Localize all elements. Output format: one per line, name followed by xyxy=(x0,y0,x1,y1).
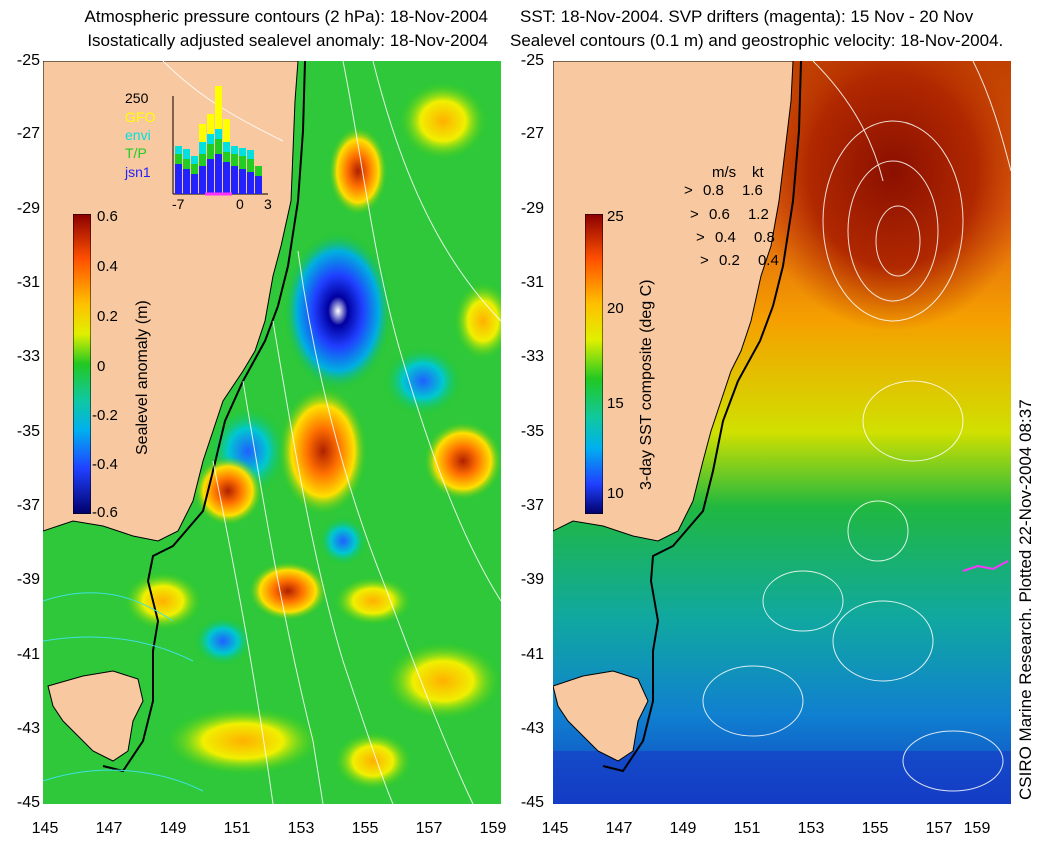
speed-arrow-icon: > xyxy=(700,252,709,269)
left-ytick: -43 xyxy=(16,720,40,737)
speed-arrow-icon: > xyxy=(684,182,693,199)
right-ytick: -25 xyxy=(520,52,544,69)
left-xtick: 149 xyxy=(159,820,187,837)
right-xtick: 153 xyxy=(797,820,825,837)
left-ytick: -41 xyxy=(16,646,40,663)
left-ytick: -37 xyxy=(16,497,40,514)
sla-tick-7: -0.6 xyxy=(92,504,118,521)
right-ytick: -35 xyxy=(520,423,544,440)
right-ytick: -31 xyxy=(520,274,544,291)
left-xtick: 157 xyxy=(415,820,443,837)
left-ytick: -29 xyxy=(16,200,40,217)
right-xtick: 149 xyxy=(669,820,697,837)
left-xtick: 145 xyxy=(31,820,59,837)
left-title-line2: Isostatically adjusted sealevel anomaly:… xyxy=(87,31,488,50)
left-ytick: -33 xyxy=(16,348,40,365)
sst-tick-1: 25 xyxy=(607,208,624,225)
sla-tick-4: 0 xyxy=(97,358,106,375)
speed-row-3: > 0.4 0.8 xyxy=(696,229,775,246)
right-title-line2: Sealevel contours (0.1 m) and geostrophi… xyxy=(510,31,1004,50)
left-xtick: 153 xyxy=(287,820,315,837)
left-ytick: -27 xyxy=(16,125,40,142)
left-title-line1: Atmospheric pressure contours (2 hPa): 1… xyxy=(84,7,488,26)
inset-legend-gfo: GFO xyxy=(125,109,156,125)
right-ytick: -39 xyxy=(520,571,544,588)
sst-map xyxy=(553,61,1011,804)
sla-tick-2: 0.4 xyxy=(97,258,118,275)
left-ytick: -35 xyxy=(16,423,40,440)
speed-arrow-icon: > xyxy=(696,229,705,246)
right-xtick: 157 xyxy=(925,820,953,837)
sst-tick-4: 10 xyxy=(607,485,624,502)
inset-ymax: 250 xyxy=(125,90,149,106)
speed-row-ms: 0.4 xyxy=(714,229,736,246)
speed-header-ms: m/s xyxy=(712,164,737,181)
sst-colorbar xyxy=(585,214,603,514)
right-ytick: -43 xyxy=(520,720,544,737)
sla-tick-6: -0.4 xyxy=(92,456,118,473)
speed-arrow-icon: > xyxy=(690,206,699,223)
inset-legend-envi: envi xyxy=(125,127,151,143)
left-ytick: -25 xyxy=(16,52,40,69)
speed-row-ms: 0.8 xyxy=(702,182,724,199)
speed-header-kt: kt xyxy=(752,164,764,181)
sla-tick-3: 0.2 xyxy=(97,308,118,325)
speed-row-ms: 0.2 xyxy=(718,252,740,269)
right-ytick: -33 xyxy=(520,348,544,365)
left-ytick: -31 xyxy=(16,274,40,291)
sla-tick-5: -0.2 xyxy=(92,407,118,424)
sst-colorbar-label: 3-day SST composite (deg C) xyxy=(638,279,655,490)
left-ytick: -39 xyxy=(16,571,40,588)
credit-text: CSIRO Marine Research. Plotted 22-Nov-20… xyxy=(1016,399,1035,800)
sst-tick-2: 20 xyxy=(607,300,624,317)
speed-row-ms: 0.6 xyxy=(708,206,730,223)
right-ytick: -41 xyxy=(520,646,544,663)
right-ytick: -45 xyxy=(520,794,544,811)
left-xtick: 155 xyxy=(351,820,379,837)
sla-tick-1: 0.6 xyxy=(97,208,118,225)
right-xtick: 155 xyxy=(861,820,889,837)
right-ytick: -27 xyxy=(520,125,544,142)
speed-row-1: > 0.8 1.6 xyxy=(684,182,763,199)
left-xtick: 147 xyxy=(95,820,123,837)
speed-row-kt: 1.2 xyxy=(747,206,769,223)
inset-xtick-2: 0 xyxy=(236,196,244,212)
sealevel-colorbar xyxy=(73,214,91,514)
inset-legend-jsn1: jsn1 xyxy=(125,164,151,180)
altimeter-histogram xyxy=(172,86,268,196)
right-ytick: -29 xyxy=(520,200,544,217)
sla-colorbar-label: Sealevel anomaly (m) xyxy=(134,300,151,455)
left-xtick: 151 xyxy=(223,820,251,837)
right-xtick: 147 xyxy=(605,820,633,837)
inset-xtick-3: 3 xyxy=(264,196,272,212)
left-ytick: -45 xyxy=(16,794,40,811)
speed-row-kt: 0.8 xyxy=(753,229,775,246)
left-xtick: 159 xyxy=(479,820,507,837)
sst-tick-3: 15 xyxy=(607,395,624,412)
right-xtick: 145 xyxy=(541,820,569,837)
inset-xtick-1: -7 xyxy=(172,196,185,212)
right-title-line1: SST: 18-Nov-2004. SVP drifters (magenta)… xyxy=(520,7,974,26)
speed-row-2: > 0.6 1.2 xyxy=(690,206,769,223)
speed-row-4: > 0.2 0.4 xyxy=(700,252,779,269)
speed-row-kt: 0.4 xyxy=(757,252,779,269)
right-ytick: -37 xyxy=(520,497,544,514)
right-xtick: 159 xyxy=(963,820,991,837)
speed-row-kt: 1.6 xyxy=(741,182,763,199)
inset-legend-tp: T/P xyxy=(125,145,147,161)
right-xtick: 151 xyxy=(733,820,761,837)
sealevel-anomaly-map xyxy=(43,61,501,804)
